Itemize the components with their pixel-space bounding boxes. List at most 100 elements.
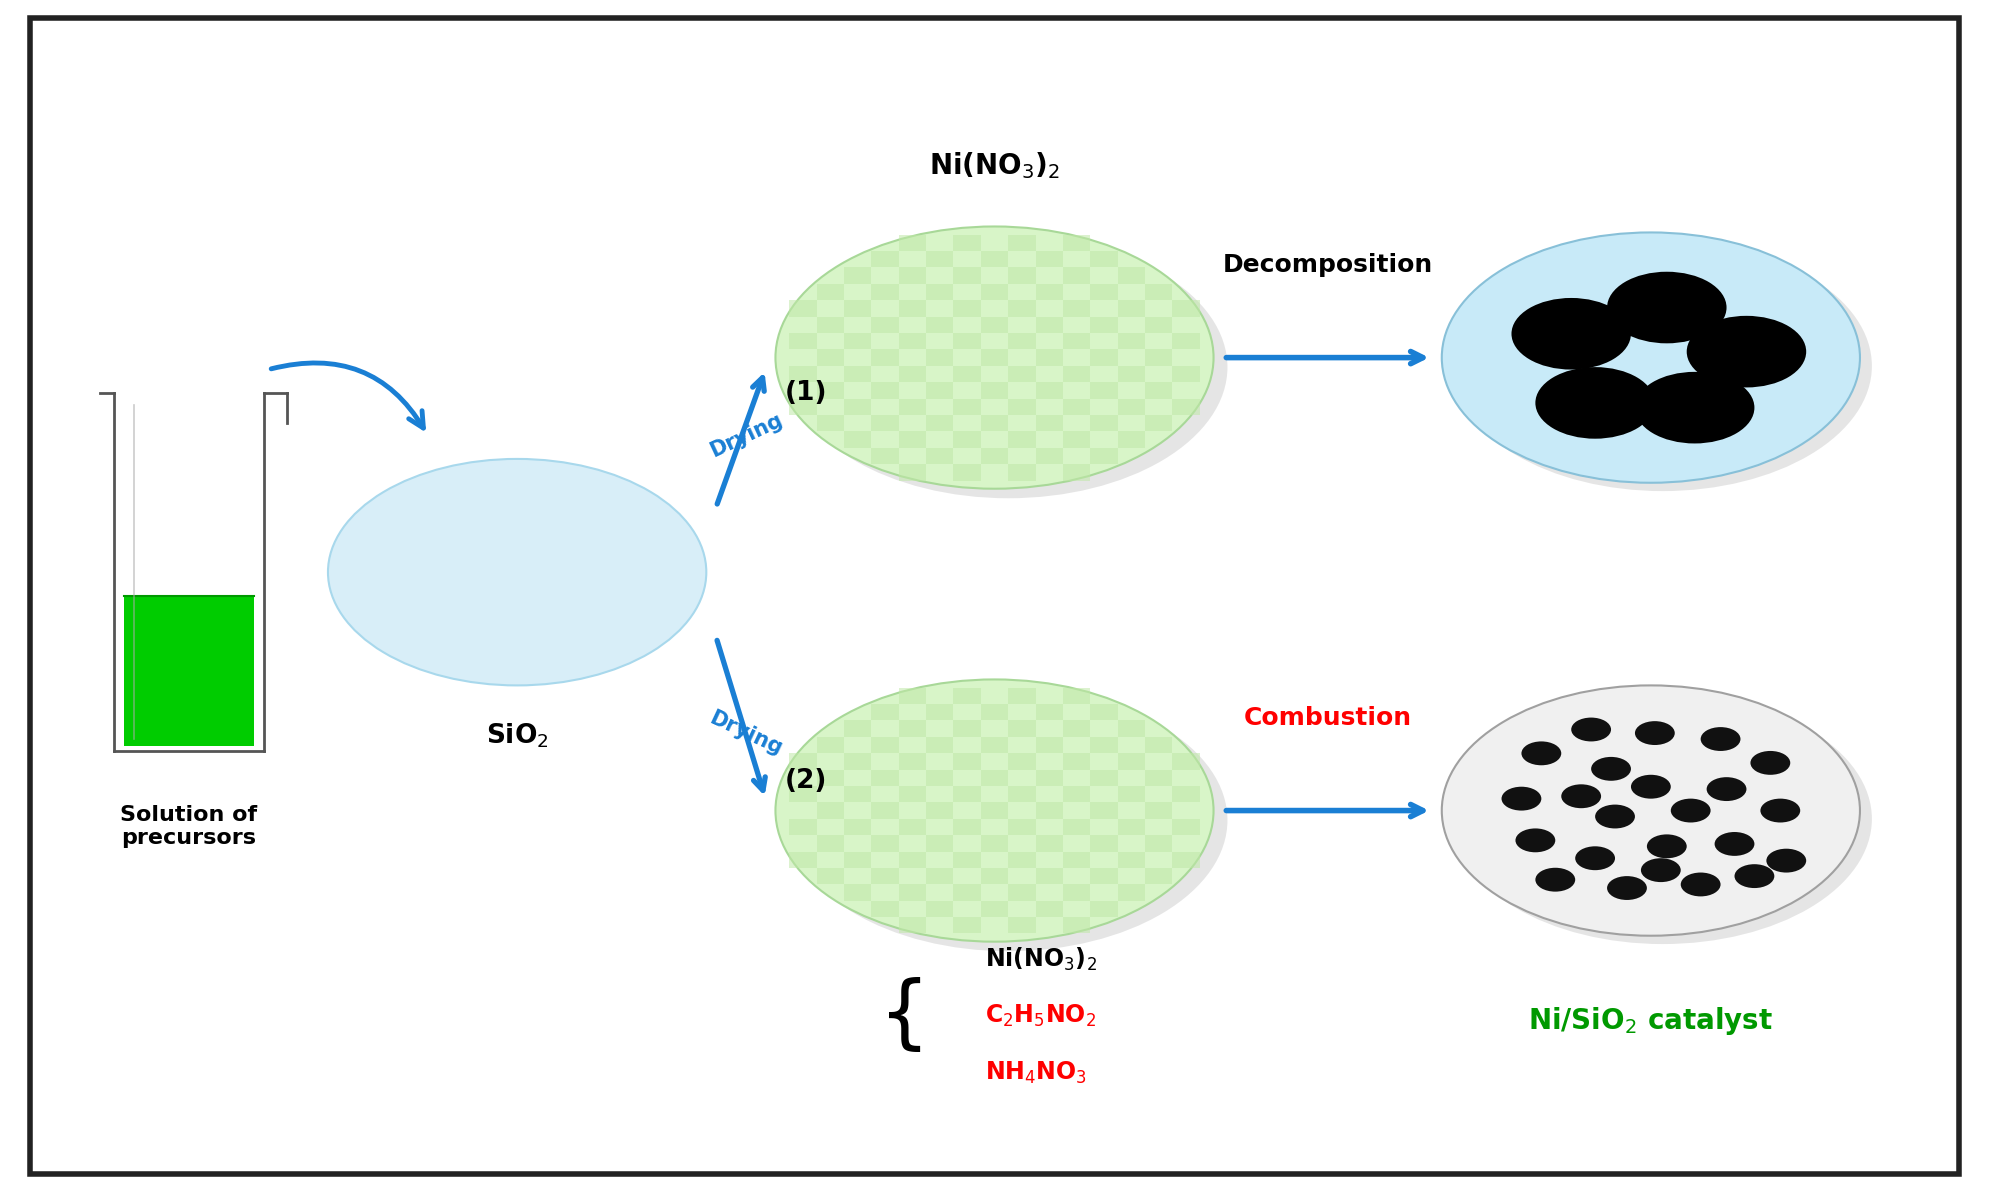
Bar <box>927 901 953 917</box>
Bar <box>1118 753 1146 770</box>
Bar <box>817 284 843 300</box>
Bar <box>843 753 871 770</box>
Bar <box>953 333 981 349</box>
Ellipse shape <box>790 689 1227 951</box>
Bar <box>1146 317 1172 333</box>
Circle shape <box>1607 272 1726 343</box>
Bar <box>927 770 953 786</box>
Bar <box>1062 235 1090 252</box>
Bar <box>1146 383 1172 398</box>
Bar <box>1090 383 1118 398</box>
Text: SiO$_2$: SiO$_2$ <box>485 721 549 750</box>
Bar <box>1146 415 1172 432</box>
Bar <box>953 819 981 836</box>
Circle shape <box>1575 846 1615 870</box>
Ellipse shape <box>328 459 706 685</box>
Bar <box>871 415 899 432</box>
Bar <box>1118 819 1146 836</box>
Bar <box>1008 917 1036 933</box>
Bar <box>953 786 981 802</box>
Bar <box>1118 851 1146 868</box>
Circle shape <box>1734 864 1774 888</box>
Bar <box>953 688 981 704</box>
Bar <box>927 383 953 398</box>
Bar <box>1062 786 1090 802</box>
Bar <box>817 770 843 786</box>
Bar <box>1090 317 1118 333</box>
Circle shape <box>1516 828 1555 852</box>
Bar <box>1118 720 1146 737</box>
Bar <box>871 901 899 917</box>
Bar <box>1036 737 1062 753</box>
Bar <box>1062 884 1090 901</box>
Bar <box>953 753 981 770</box>
Bar <box>927 284 953 300</box>
Bar <box>927 836 953 851</box>
Bar <box>1090 737 1118 753</box>
Bar <box>953 884 981 901</box>
Bar <box>843 720 871 737</box>
Bar <box>927 868 953 884</box>
Circle shape <box>1687 316 1806 387</box>
Bar <box>981 704 1008 720</box>
Bar <box>1090 415 1118 432</box>
Bar <box>981 252 1008 267</box>
Bar <box>1062 819 1090 836</box>
Text: Drying: Drying <box>706 410 786 460</box>
Bar <box>1090 349 1118 366</box>
Bar <box>1146 284 1172 300</box>
Bar <box>817 383 843 398</box>
Bar <box>953 267 981 284</box>
Bar <box>899 819 927 836</box>
Bar <box>981 349 1008 366</box>
Circle shape <box>1766 849 1806 873</box>
Bar <box>981 737 1008 753</box>
Bar <box>927 737 953 753</box>
Circle shape <box>1512 298 1631 370</box>
Bar <box>790 398 817 415</box>
Circle shape <box>1681 873 1720 896</box>
Bar <box>817 737 843 753</box>
Bar <box>1036 770 1062 786</box>
Bar <box>843 300 871 317</box>
Text: (2): (2) <box>784 768 827 794</box>
Bar <box>899 753 927 770</box>
Bar <box>1172 300 1199 317</box>
Bar <box>843 786 871 802</box>
Bar <box>927 802 953 819</box>
Bar <box>899 884 927 901</box>
Bar <box>1172 366 1199 383</box>
Bar <box>1062 366 1090 383</box>
Bar <box>843 333 871 349</box>
Ellipse shape <box>1454 694 1872 944</box>
Bar <box>843 366 871 383</box>
Bar <box>843 398 871 415</box>
Circle shape <box>1707 777 1746 801</box>
Bar <box>1062 300 1090 317</box>
Bar <box>843 267 871 284</box>
Bar <box>817 349 843 366</box>
Bar <box>790 851 817 868</box>
Bar <box>1146 770 1172 786</box>
Circle shape <box>1715 832 1754 856</box>
Bar <box>1146 737 1172 753</box>
Circle shape <box>1647 834 1687 858</box>
Bar <box>790 300 817 317</box>
Bar <box>1036 317 1062 333</box>
Bar <box>1036 252 1062 267</box>
Bar <box>981 317 1008 333</box>
Circle shape <box>1595 805 1635 828</box>
Ellipse shape <box>776 226 1213 489</box>
Bar <box>1008 432 1036 448</box>
Circle shape <box>1607 876 1647 900</box>
Bar <box>871 802 899 819</box>
FancyBboxPatch shape <box>30 18 1959 1174</box>
Circle shape <box>1591 757 1631 781</box>
Bar <box>1036 448 1062 464</box>
Bar <box>1008 366 1036 383</box>
Bar <box>1090 284 1118 300</box>
Bar <box>1172 786 1199 802</box>
Bar <box>899 398 927 415</box>
Bar <box>899 366 927 383</box>
Bar <box>981 448 1008 464</box>
